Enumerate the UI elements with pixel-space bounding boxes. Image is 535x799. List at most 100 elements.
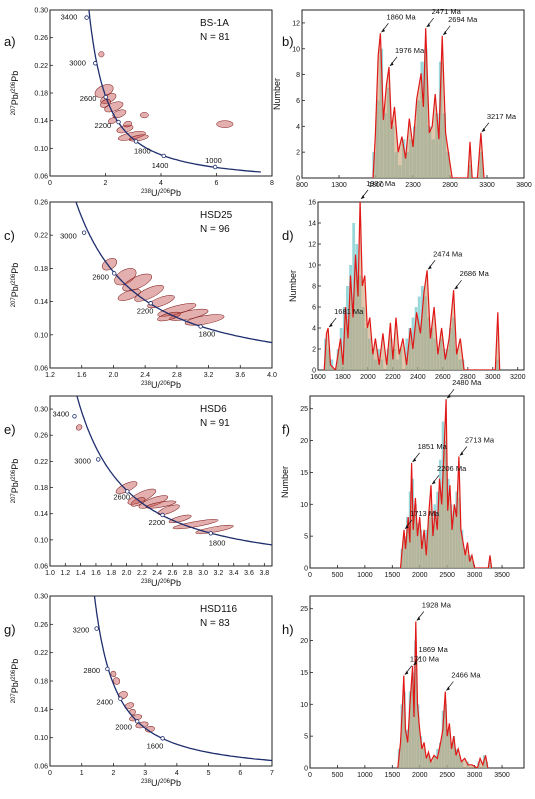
concordia-age-label: 3200: [73, 626, 90, 635]
concordia-age-marker: [81, 230, 87, 235]
x-tick-label: 3500: [494, 772, 510, 779]
x-tick-label: 2300: [405, 182, 421, 189]
axis-text: Pb: [170, 380, 181, 390]
x-tick-label: 2.4: [140, 372, 150, 379]
peak-label: 1851 Ma: [418, 442, 448, 451]
plot-frame: [49, 395, 273, 567]
axis-superscript: 238: [141, 579, 152, 585]
concordia-age-label: 3400: [52, 409, 69, 418]
y-tick-label: 0.18: [34, 485, 48, 492]
concordia-age-marker: [103, 94, 108, 100]
peak-label: 2206 Ma: [437, 464, 467, 473]
y-tick-label: 5: [304, 534, 308, 541]
error-ellipse: [104, 101, 124, 113]
peak-arrowhead: [447, 394, 451, 399]
x-axis-title: 238U/206Pb: [141, 188, 181, 198]
plot-area: [84, 10, 261, 173]
concordia-age-marker: [208, 531, 213, 536]
y-tick-label: 0: [312, 368, 316, 375]
x-tick-label: 2: [104, 180, 108, 187]
y-tick-label: 0: [304, 566, 308, 573]
peak-arrowhead: [454, 285, 459, 290]
y-tick-label: 0: [296, 176, 300, 183]
error-ellipse: [127, 488, 157, 505]
sample-name: HSD6: [200, 404, 227, 415]
y-tick-label: 0.22: [34, 233, 48, 240]
y-axis-title: 207Pb/206Pb: [10, 459, 20, 504]
x-tick-label: 0: [48, 770, 52, 777]
y-tick-label: 5: [304, 734, 308, 741]
axis-text: Pb: [10, 263, 20, 274]
x-tick-label: 500: [332, 772, 344, 779]
x-tick-label: 1000: [357, 772, 373, 779]
x-tick-label: 2.0: [109, 372, 119, 379]
x-tick-label: 3.4: [229, 570, 239, 577]
y-axis-title: 207Pb/206Pb: [10, 263, 20, 308]
y-tick-label: 8: [312, 284, 316, 291]
error-ellipse: [123, 120, 133, 128]
x-tick-label: 1.0: [45, 570, 55, 577]
panel-label: d): [282, 228, 294, 243]
peak-arrowhead: [361, 194, 365, 199]
y-tick-label: 0.10: [34, 735, 48, 742]
x-tick-label: 1.2: [60, 570, 70, 577]
axis-text: Pb/: [10, 91, 20, 105]
y-tick-label: 0.18: [34, 266, 48, 273]
density-curve: [399, 399, 493, 568]
concordia-age-label: 2000: [115, 722, 132, 731]
concordia-age-label: 2400: [96, 698, 113, 707]
peak-arrowhead: [481, 127, 486, 132]
y-tick-label: 0.14: [34, 511, 48, 518]
x-tick-label: 1.2: [45, 372, 55, 379]
axis-text: Pb: [170, 578, 181, 588]
y-tick-label: 0.06: [34, 564, 48, 571]
concordia-age-label: 3400: [61, 13, 78, 22]
peak-arrowhead: [390, 61, 394, 66]
concordia-age-label: 3000: [69, 58, 86, 67]
x-axis-title: 238U/206Pb: [141, 778, 181, 788]
plot-area: [93, 596, 272, 762]
concordia-age-marker: [148, 301, 153, 306]
peak-arrowhead: [446, 686, 450, 691]
y-axis-title: Number: [288, 270, 298, 302]
axis-text: Pb/: [10, 679, 20, 693]
concordia-age-marker: [112, 271, 117, 276]
axis-superscript: 206: [11, 273, 17, 284]
y-axis-title: Number: [280, 466, 290, 498]
x-tick-label: 3800: [516, 182, 532, 189]
concordia-age-marker: [135, 719, 140, 724]
concordia-age-marker: [93, 61, 98, 66]
error-ellipse: [145, 500, 177, 509]
density-fill: [324, 202, 500, 370]
peak-label: 1928 Ma: [422, 600, 452, 609]
x-axis-title: 238U/206Pb: [141, 578, 181, 588]
panel-a: 0 2 4 6 8 0.06 0.10 0.14 0.18 0.22 0.26 0.30 3400 300…: [10, 8, 274, 199]
error-ellipse: [75, 424, 83, 431]
error-ellipse: [122, 273, 153, 292]
y-tick-label: 0: [304, 766, 308, 773]
peak-arrowhead: [416, 616, 421, 621]
concordia-curve: [76, 396, 272, 546]
axis-superscript: 206: [160, 779, 171, 785]
sample-name: HSD25: [200, 210, 233, 221]
concordia-age-label: 1800: [134, 146, 151, 155]
axis-superscript: 206: [11, 81, 17, 92]
concordia-age-marker: [118, 696, 123, 701]
peak-arrowhead: [381, 28, 385, 33]
x-tick-label: 2000: [412, 572, 428, 579]
axis-text: Pb: [170, 188, 181, 198]
error-ellipse: [139, 112, 149, 119]
concordia-age-marker: [116, 119, 121, 125]
y-tick-label: 10: [300, 502, 308, 509]
y-tick-label: 4: [296, 124, 300, 131]
concordia-age-marker: [96, 457, 101, 462]
x-tick-label: 3300: [479, 182, 495, 189]
peak-label: 2480 Ma: [452, 378, 482, 387]
x-tick-label: 0: [308, 772, 312, 779]
panel-d: 1600 1800 2000 2200 2400 2600 2800 3000 3200 0 2 4 6…: [288, 179, 526, 381]
x-tick-label: 3000: [467, 572, 483, 579]
peak-label: 1937 Ma: [366, 179, 396, 188]
concordia-age-label: 2800: [83, 666, 100, 675]
concordia-age-marker: [160, 512, 165, 518]
y-tick-label: 12: [292, 20, 300, 27]
